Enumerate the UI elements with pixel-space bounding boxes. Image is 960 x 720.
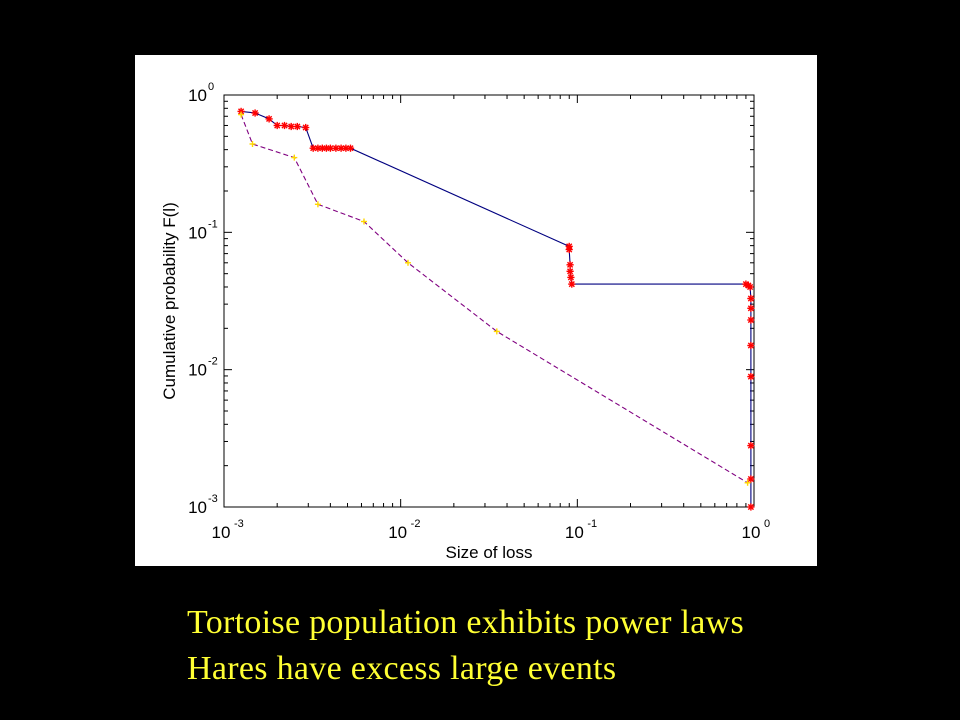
y-axis-label: Cumulative probability F(l) bbox=[160, 202, 179, 399]
data-point bbox=[566, 261, 574, 269]
tick-marks bbox=[223, 94, 755, 508]
y-tick-label: 10 bbox=[188, 498, 207, 517]
x-tick-exponent: -1 bbox=[587, 518, 597, 530]
series-line-2 bbox=[240, 114, 748, 484]
data-point bbox=[565, 245, 573, 254]
data-point bbox=[747, 373, 755, 381]
data-point bbox=[746, 283, 754, 291]
data-point bbox=[361, 218, 367, 225]
data-point bbox=[249, 141, 256, 147]
x-tick-exponent: 0 bbox=[764, 518, 770, 530]
x-tick-exponent: -3 bbox=[234, 518, 244, 530]
plot-frame bbox=[223, 94, 755, 508]
x-tick-exponent: -2 bbox=[411, 518, 421, 530]
y-tick-label: 10 bbox=[188, 223, 207, 242]
chart: 10 -3 10 -2 10 -1 10 010 010 -110 -210 -3 Size of l… bbox=[160, 81, 770, 562]
y-tick-label: 10 bbox=[188, 86, 207, 105]
data-point bbox=[747, 294, 755, 303]
data-point bbox=[567, 273, 575, 281]
data-point bbox=[744, 479, 751, 486]
chart-panel: 10 -3 10 -2 10 -1 10 0 10 0 10 -1 10 -2 10 -3 Size of l… bbox=[135, 55, 817, 566]
data-point bbox=[405, 259, 411, 266]
data-point bbox=[302, 123, 310, 132]
x-axis-label: Size of loss bbox=[446, 543, 533, 562]
data-point bbox=[747, 503, 755, 511]
data-point bbox=[314, 201, 321, 208]
data-point bbox=[747, 304, 755, 312]
x-tick-label: 10 bbox=[742, 523, 761, 542]
data-point bbox=[747, 442, 755, 450]
data-point bbox=[291, 154, 298, 161]
data-point bbox=[568, 280, 576, 288]
data-point bbox=[566, 267, 574, 275]
data-point bbox=[287, 122, 295, 131]
y-tick-exponent: -2 bbox=[208, 356, 218, 368]
y-tick-exponent: 0 bbox=[208, 81, 214, 93]
data-point bbox=[293, 122, 301, 131]
data-point bbox=[273, 121, 281, 130]
data-point bbox=[346, 144, 355, 152]
tick-labels: 10 -3 10 -2 10 -1 10 010 010 -110 -210 -3 bbox=[188, 81, 770, 542]
x-tick-label: 10 bbox=[212, 523, 231, 542]
x-tick-label: 10 bbox=[565, 523, 584, 542]
series-layer bbox=[237, 107, 755, 511]
data-point bbox=[251, 109, 259, 117]
data-point bbox=[238, 111, 245, 118]
data-point bbox=[493, 328, 500, 335]
y-tick-exponent: -3 bbox=[208, 493, 218, 505]
caption-line-1: Tortoise population exhibits power laws bbox=[187, 604, 745, 641]
caption-line-2: Hares have excess large events bbox=[187, 650, 617, 687]
x-tick-label: 10 bbox=[388, 523, 407, 542]
data-point bbox=[280, 121, 289, 130]
data-point bbox=[747, 475, 755, 483]
data-point bbox=[747, 341, 755, 350]
data-point bbox=[265, 115, 273, 123]
y-tick-exponent: -1 bbox=[208, 218, 218, 230]
data-point bbox=[747, 316, 755, 324]
y-tick-label: 10 bbox=[188, 361, 207, 380]
